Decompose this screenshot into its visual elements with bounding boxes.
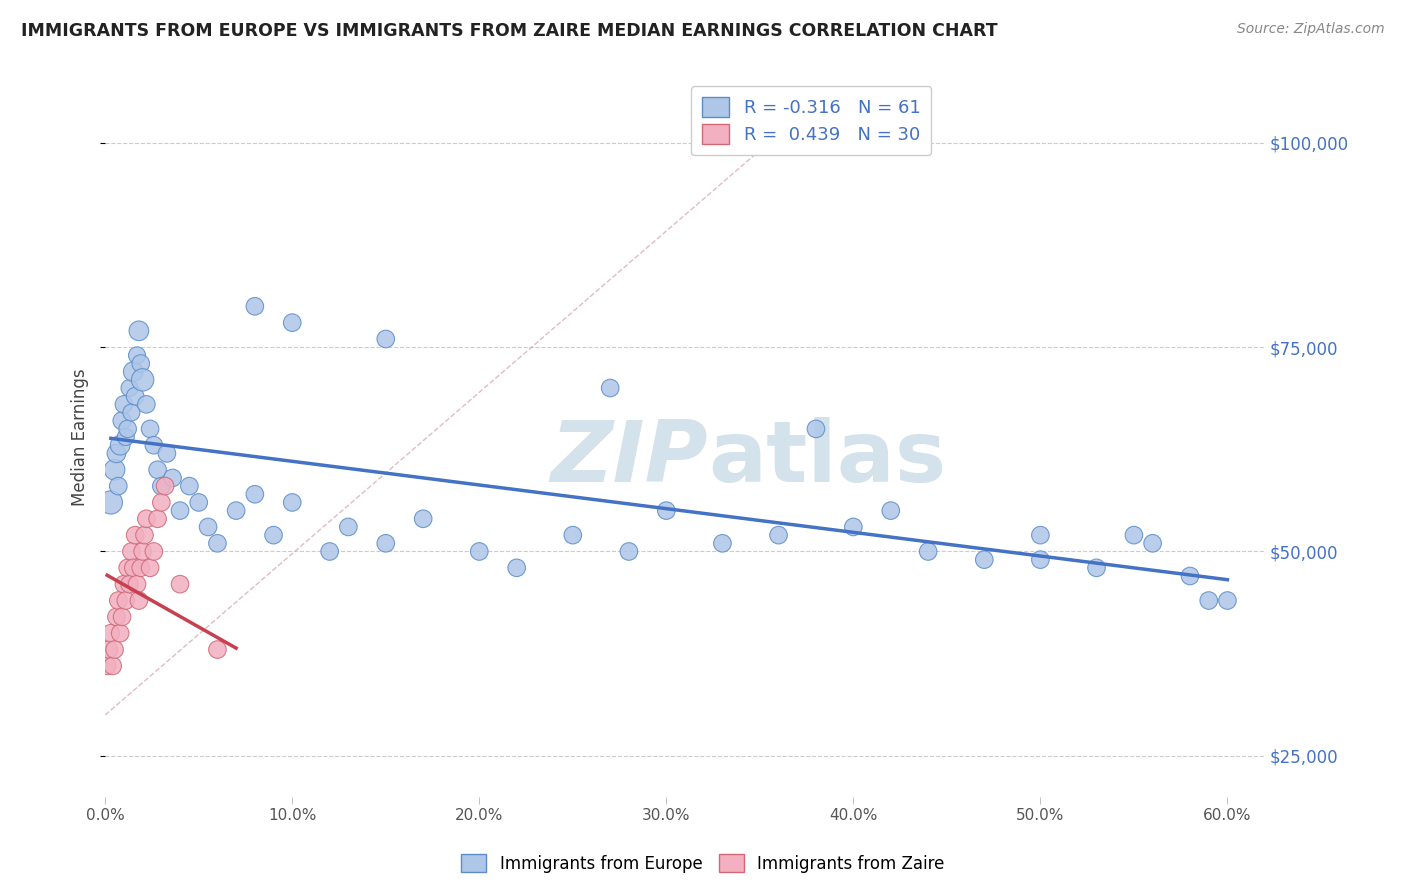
Point xyxy=(1198,593,1220,607)
Point xyxy=(207,642,229,657)
Point xyxy=(880,503,903,517)
Point xyxy=(243,299,266,313)
Point xyxy=(111,414,134,428)
Point xyxy=(374,332,396,346)
Point xyxy=(162,471,184,485)
Point xyxy=(96,659,118,673)
Point xyxy=(263,528,285,542)
Point xyxy=(120,405,142,419)
Point xyxy=(108,626,131,640)
Point xyxy=(103,642,125,657)
Point xyxy=(197,520,219,534)
Point xyxy=(225,503,247,517)
Point xyxy=(108,438,131,452)
Point xyxy=(128,593,150,607)
Point xyxy=(1029,528,1052,542)
Point xyxy=(156,446,179,460)
Point xyxy=(150,479,173,493)
Point xyxy=(112,397,135,411)
Point xyxy=(243,487,266,501)
Point xyxy=(561,528,583,542)
Legend: R = -0.316   N = 61, R =  0.439   N = 30: R = -0.316 N = 61, R = 0.439 N = 30 xyxy=(692,87,931,155)
Point xyxy=(146,463,169,477)
Point xyxy=(973,552,995,566)
Point xyxy=(505,561,527,575)
Point xyxy=(124,528,146,542)
Point xyxy=(468,544,491,558)
Point xyxy=(768,528,790,542)
Point xyxy=(169,503,191,517)
Point xyxy=(617,544,640,558)
Point xyxy=(1085,561,1108,575)
Point xyxy=(134,528,156,542)
Point xyxy=(281,495,304,509)
Y-axis label: Median Earnings: Median Earnings xyxy=(72,368,89,506)
Point xyxy=(118,577,141,591)
Point xyxy=(281,316,304,330)
Point xyxy=(225,871,247,886)
Point xyxy=(153,479,176,493)
Point xyxy=(131,544,153,558)
Point xyxy=(105,446,128,460)
Point xyxy=(124,389,146,403)
Point xyxy=(112,577,135,591)
Point xyxy=(150,495,173,509)
Point xyxy=(1178,569,1201,583)
Point xyxy=(125,577,148,591)
Point xyxy=(804,422,827,436)
Point xyxy=(139,422,162,436)
Point xyxy=(187,495,209,509)
Point xyxy=(122,561,145,575)
Text: atlas: atlas xyxy=(709,417,946,500)
Point xyxy=(135,397,157,411)
Point xyxy=(114,430,136,444)
Point xyxy=(412,512,434,526)
Point xyxy=(169,577,191,591)
Point xyxy=(111,610,134,624)
Point xyxy=(1142,536,1164,550)
Point xyxy=(1122,528,1144,542)
Point xyxy=(1029,552,1052,566)
Text: ZIP: ZIP xyxy=(551,417,709,500)
Point xyxy=(599,381,621,395)
Legend: Immigrants from Europe, Immigrants from Zaire: Immigrants from Europe, Immigrants from … xyxy=(454,847,952,880)
Point xyxy=(207,536,229,550)
Text: Source: ZipAtlas.com: Source: ZipAtlas.com xyxy=(1237,22,1385,37)
Point xyxy=(107,593,129,607)
Point xyxy=(117,561,139,575)
Point xyxy=(125,348,148,362)
Point xyxy=(129,561,152,575)
Point xyxy=(107,479,129,493)
Point xyxy=(337,520,360,534)
Point xyxy=(318,544,340,558)
Point xyxy=(103,463,125,477)
Point xyxy=(917,544,939,558)
Point xyxy=(100,495,122,509)
Point xyxy=(129,357,152,371)
Point xyxy=(655,503,678,517)
Point xyxy=(139,561,162,575)
Point xyxy=(100,626,122,640)
Point xyxy=(131,373,153,387)
Point xyxy=(101,659,124,673)
Point xyxy=(122,365,145,379)
Point xyxy=(179,479,201,493)
Point xyxy=(142,438,165,452)
Point xyxy=(97,642,120,657)
Point xyxy=(135,512,157,526)
Point xyxy=(117,422,139,436)
Point xyxy=(1216,593,1239,607)
Point xyxy=(128,324,150,338)
Point xyxy=(118,381,141,395)
Point xyxy=(114,593,136,607)
Point xyxy=(374,536,396,550)
Point xyxy=(120,544,142,558)
Point xyxy=(842,520,865,534)
Point xyxy=(142,544,165,558)
Point xyxy=(711,536,734,550)
Text: IMMIGRANTS FROM EUROPE VS IMMIGRANTS FROM ZAIRE MEDIAN EARNINGS CORRELATION CHAR: IMMIGRANTS FROM EUROPE VS IMMIGRANTS FRO… xyxy=(21,22,998,40)
Point xyxy=(105,610,128,624)
Point xyxy=(146,512,169,526)
